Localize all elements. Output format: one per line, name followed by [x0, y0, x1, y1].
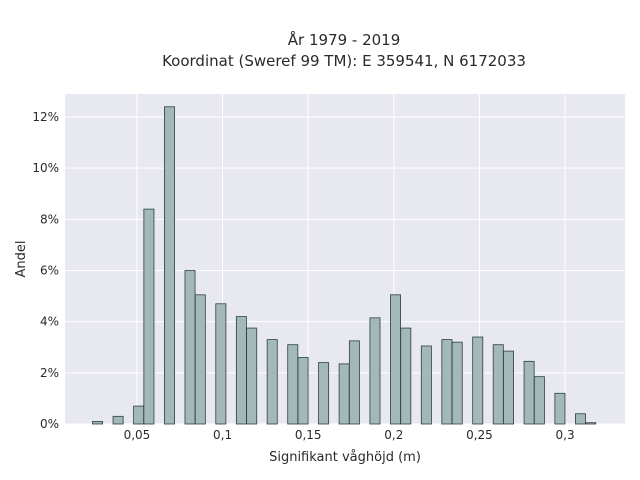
histogram-bar — [164, 106, 175, 425]
histogram-bar — [472, 336, 484, 425]
histogram-bar — [215, 303, 227, 425]
x-tick-label: 0,2 — [384, 428, 403, 442]
y-tick-label: 6% — [40, 264, 59, 278]
y-axis-label: Andel — [14, 241, 29, 278]
histogram-bar — [554, 392, 566, 425]
histogram-bar — [266, 339, 278, 425]
histogram-bar — [585, 422, 597, 425]
histogram-bar — [287, 344, 299, 425]
y-tick-labels: 0% 2% 4% 6% 8% 10% 12% — [32, 110, 59, 431]
histogram-bar — [390, 294, 401, 425]
histogram-bar — [143, 208, 155, 425]
histogram-bar — [112, 415, 124, 425]
histogram-bar — [492, 344, 504, 425]
histogram-bar — [441, 339, 453, 425]
histogram-bar — [318, 362, 330, 425]
chart-title-line-1: År 1979 - 2019 — [288, 30, 401, 49]
x-tick-label: 0,1 — [213, 428, 232, 442]
histogram-bar — [338, 363, 350, 425]
histogram-bar — [133, 405, 145, 425]
histogram-bar — [400, 327, 412, 425]
histogram-bar — [194, 294, 206, 425]
bars — [92, 106, 597, 425]
histogram-bar — [184, 270, 196, 425]
x-axis-label: Signifikant våghöjd (m) — [269, 450, 421, 465]
histogram-bar — [523, 360, 535, 425]
chart-title-line-2: Koordinat (Sweref 99 TM): E 359541, N 61… — [162, 52, 526, 70]
histogram-bar — [235, 316, 247, 425]
x-tick-label: 0,25 — [466, 428, 493, 442]
histogram-bar — [297, 357, 309, 425]
x-tick-label: 0,15 — [295, 428, 322, 442]
y-tick-label: 2% — [40, 366, 59, 380]
y-tick-label: 4% — [40, 315, 59, 329]
histogram-bar — [420, 345, 432, 425]
y-tick-label: 0% — [40, 417, 59, 431]
histogram-bar — [92, 421, 103, 425]
histogram-bar — [451, 341, 463, 425]
histogram-bar — [503, 350, 514, 425]
histogram-bar — [348, 340, 360, 425]
x-tick-label: 0,05 — [124, 428, 151, 442]
x-tick-label: 0,3 — [556, 428, 575, 442]
x-tick-labels: 0,05 0,1 0,15 0,2 0,25 0,3 — [124, 428, 575, 442]
y-tick-label: 12% — [32, 110, 59, 124]
histogram-bar — [246, 327, 258, 425]
y-tick-label: 10% — [32, 161, 59, 175]
histogram-bar — [533, 376, 545, 425]
histogram-bar — [369, 317, 381, 425]
y-tick-label: 8% — [40, 212, 59, 226]
histogram-bar — [575, 413, 586, 425]
